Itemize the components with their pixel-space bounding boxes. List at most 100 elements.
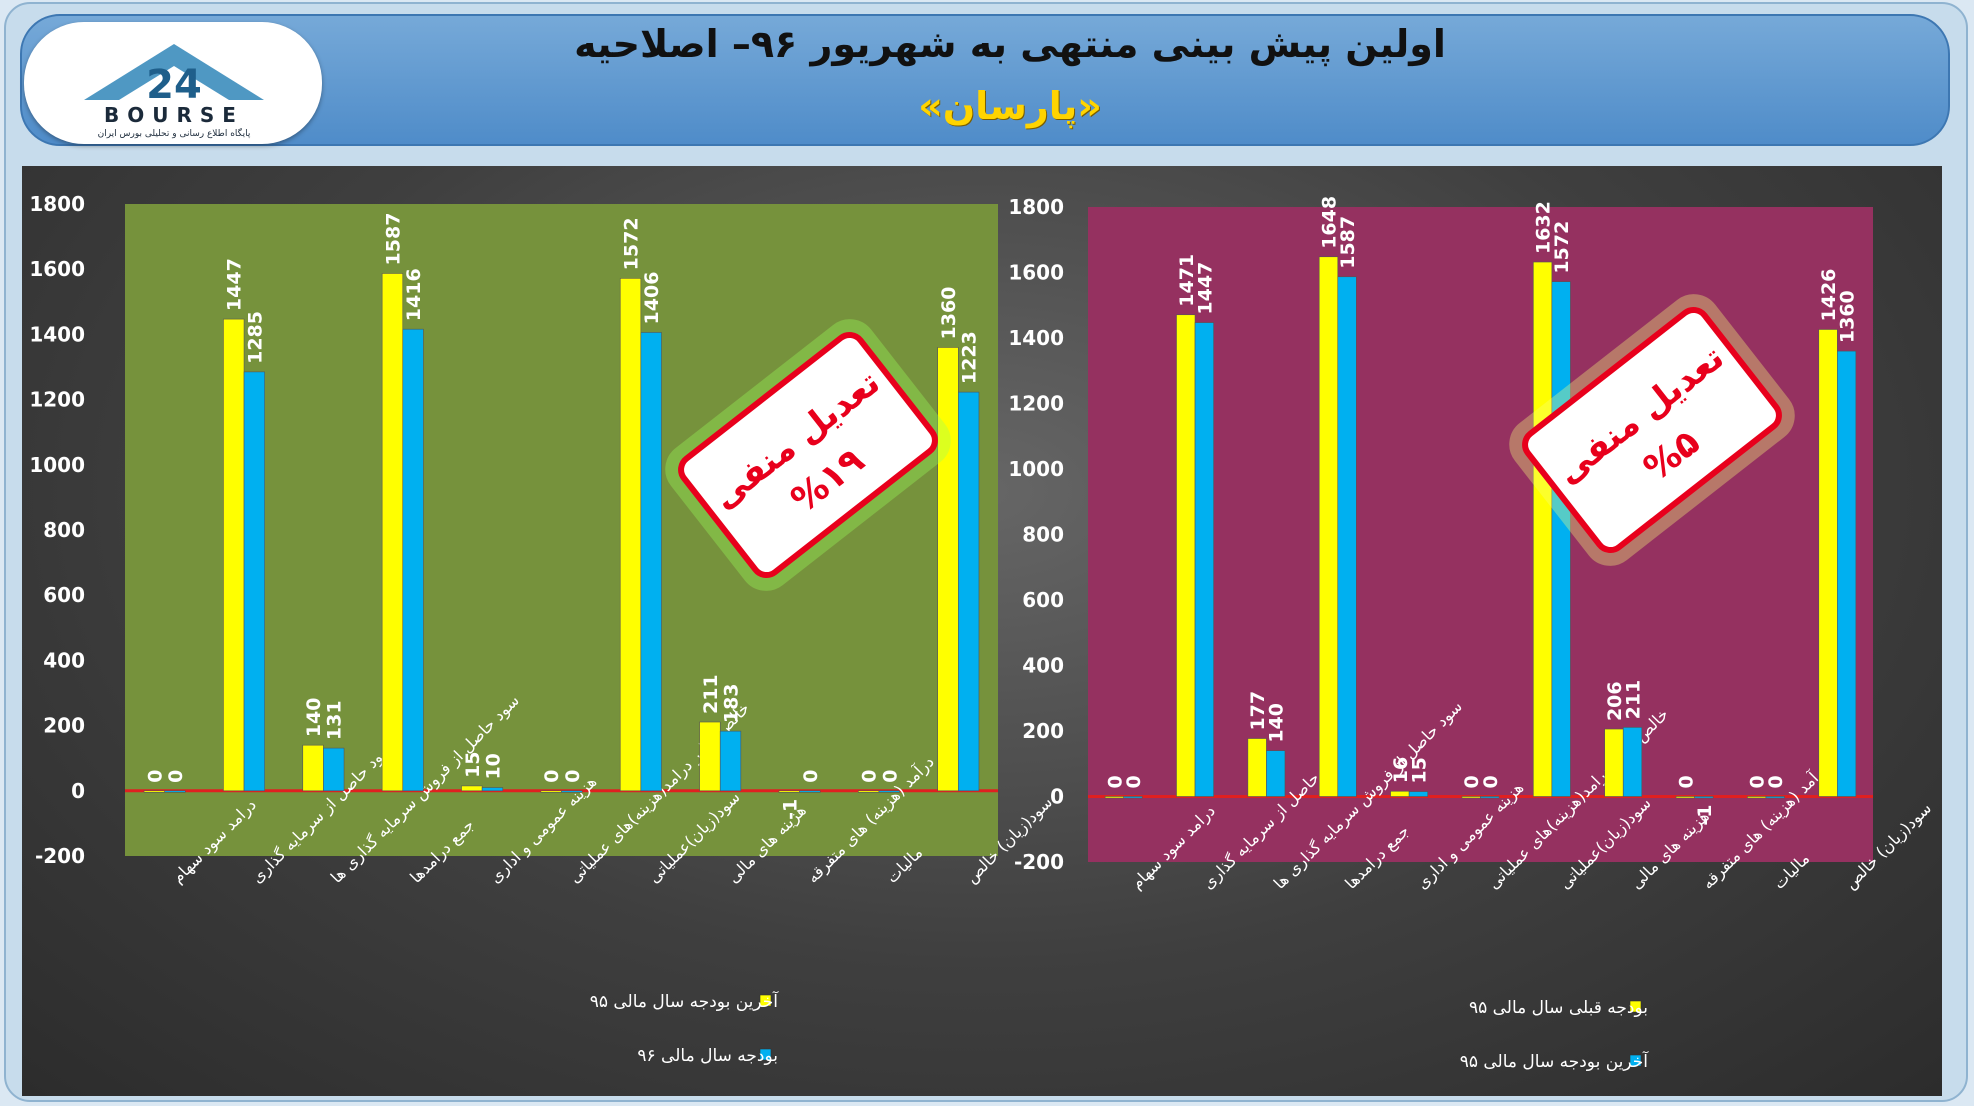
data-label: 1632	[1533, 201, 1555, 254]
stamp-box	[1522, 306, 1782, 554]
bar	[302, 744, 324, 792]
data-label: 211	[700, 674, 722, 714]
data-label: 0	[1480, 775, 1502, 788]
data-label: 211	[1623, 680, 1645, 720]
y-tick-label: 600	[43, 583, 85, 607]
stamp-box	[678, 331, 938, 579]
logo-text: BOURSE	[104, 103, 244, 127]
bar	[561, 790, 583, 793]
bar	[461, 785, 483, 792]
data-label: 0	[879, 770, 901, 783]
chart-1: -20002004006008001000120014001600180000د…	[29, 192, 1056, 1066]
bar	[223, 318, 245, 792]
bar	[937, 347, 959, 792]
data-label: 1471	[1176, 254, 1198, 307]
y-tick-label: 1600	[1008, 261, 1064, 285]
data-label: 206	[1604, 681, 1626, 721]
data-label: 1285	[244, 311, 266, 364]
data-label: 1587	[382, 213, 404, 266]
data-label: 1426	[1818, 269, 1840, 322]
y-tick-label: 1000	[1008, 457, 1064, 481]
header-banner	[20, 14, 1950, 146]
page-title: اولین پیش بینی منتهی به شهریور ۹۶– اصلاح…	[574, 22, 1446, 66]
legend-swatch	[1629, 1000, 1642, 1013]
y-tick-label: 0	[71, 779, 85, 803]
bar	[1551, 281, 1571, 797]
bar	[1480, 796, 1500, 799]
y-tick-label: 1400	[1008, 326, 1064, 350]
plot-area	[1088, 207, 1873, 862]
y-tick-label: 200	[43, 714, 85, 738]
data-label: 1572	[1551, 221, 1573, 274]
bar	[164, 790, 186, 793]
y-tick-label: 600	[1022, 588, 1064, 612]
data-label: 0	[165, 770, 187, 783]
data-label: 15	[462, 751, 484, 777]
data-label: -1	[779, 799, 801, 820]
bar	[958, 391, 980, 792]
data-label: 1406	[641, 272, 663, 325]
plot-area	[125, 204, 998, 856]
stamp-glow	[1509, 294, 1795, 566]
bar	[1408, 791, 1428, 797]
data-label: 0	[541, 770, 563, 783]
bar	[323, 747, 345, 792]
logo-graphic: 24 BOURSE پایگاه اطلاع رسانی و تحلیلی بو…	[84, 44, 264, 139]
data-label: 0	[1123, 775, 1145, 788]
y-tick-label: 200	[1022, 719, 1064, 743]
y-tick-label: 400	[1022, 654, 1064, 678]
legend-label: بودجه قبلی سال مالی ۹۵	[1469, 998, 1648, 1018]
data-label: 1447	[224, 258, 246, 311]
bar	[381, 273, 404, 792]
data-label: 0	[1747, 775, 1769, 788]
data-label: 1447	[1194, 262, 1216, 315]
bar	[1247, 738, 1267, 797]
bar	[878, 790, 900, 793]
legend-swatch	[1629, 1054, 1642, 1067]
logo-caption: پایگاه اطلاع رسانی و تحلیلی بورس ایران	[98, 127, 251, 139]
y-tick-label: 1800	[29, 192, 85, 216]
bar	[1533, 261, 1553, 797]
bar	[778, 790, 800, 793]
bar	[640, 332, 662, 792]
bar	[243, 371, 265, 792]
data-label: 1648	[1318, 196, 1340, 249]
data-label: 1360	[938, 287, 960, 340]
data-label: 140	[1266, 703, 1288, 743]
bourse24-logo: 24 BOURSE پایگاه اطلاع رسانی و تحلیلی بو…	[24, 22, 322, 144]
y-tick-label: 400	[43, 648, 85, 672]
data-label: 1223	[959, 331, 981, 384]
data-label: 183	[721, 683, 743, 723]
legend-label: آخرین بودجه سال مالی ۹۵	[590, 990, 780, 1012]
legend-swatch	[759, 994, 772, 1007]
y-tick-label: 0	[1050, 785, 1064, 809]
bar	[402, 328, 424, 792]
bar	[1266, 750, 1286, 797]
data-label: 177	[1247, 691, 1269, 731]
bar	[699, 721, 721, 792]
bar	[1123, 796, 1143, 799]
bar	[1337, 276, 1357, 797]
bar	[858, 790, 880, 793]
data-label: 0	[1104, 775, 1126, 788]
data-label: 0	[1675, 775, 1697, 788]
bar	[1818, 329, 1838, 797]
bar	[1604, 728, 1624, 797]
data-label: 1572	[621, 217, 643, 270]
data-label: 1360	[1837, 290, 1859, 343]
bar	[1176, 314, 1196, 797]
bar	[143, 790, 165, 793]
y-tick-label: -200	[35, 844, 85, 868]
legend-label: آخرین بودجه سال مالی ۹۵	[1460, 1050, 1650, 1072]
chart-2: -20002004006008001000120014001600180000د…	[1008, 195, 1935, 1072]
stamp-glow	[665, 319, 951, 591]
bar	[481, 787, 504, 792]
data-label: 0	[144, 770, 166, 783]
bar	[1765, 796, 1785, 799]
legend-label: بودجه سال مالی ۹۶	[637, 1046, 778, 1066]
data-label: 1416	[403, 268, 425, 321]
company-name: «پارسان»	[918, 84, 1102, 128]
data-label: 16	[1390, 757, 1412, 783]
data-label: 15	[1408, 757, 1430, 783]
